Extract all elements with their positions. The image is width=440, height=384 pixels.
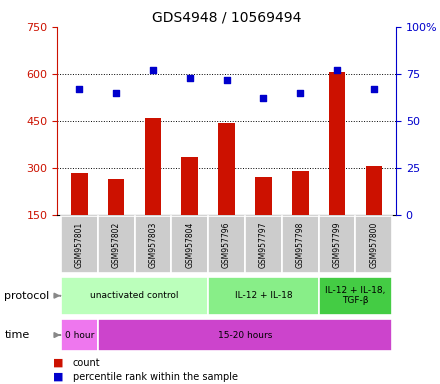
Text: GSM957803: GSM957803 [148,222,158,268]
Text: percentile rank within the sample: percentile rank within the sample [73,372,238,382]
Text: GSM957802: GSM957802 [112,222,121,268]
Bar [329,72,345,215]
Text: ■: ■ [53,372,63,382]
FancyBboxPatch shape [356,216,392,273]
FancyBboxPatch shape [282,216,319,273]
Text: 15-20 hours: 15-20 hours [218,331,272,339]
Point [370,86,378,92]
FancyBboxPatch shape [61,276,208,315]
FancyBboxPatch shape [171,216,208,273]
Bar [292,171,308,215]
FancyBboxPatch shape [208,276,319,315]
Point [334,67,341,73]
FancyBboxPatch shape [135,216,171,273]
Point [260,95,267,101]
Text: GSM957796: GSM957796 [222,222,231,268]
Text: GSM957799: GSM957799 [333,222,341,268]
Text: 0 hour: 0 hour [65,331,94,339]
FancyBboxPatch shape [61,216,98,273]
Text: time: time [4,330,29,340]
Point [223,76,230,83]
Point [186,74,193,81]
FancyBboxPatch shape [319,216,356,273]
Text: IL-12 + IL-18: IL-12 + IL-18 [235,291,292,300]
Title: GDS4948 / 10569494: GDS4948 / 10569494 [152,10,301,24]
FancyBboxPatch shape [208,216,245,273]
FancyBboxPatch shape [319,276,392,315]
Text: GSM957804: GSM957804 [185,222,194,268]
FancyBboxPatch shape [98,319,392,351]
Bar [366,166,382,215]
Text: unactivated control: unactivated control [90,291,179,300]
Text: GSM957801: GSM957801 [75,222,84,268]
Text: ■: ■ [53,358,63,368]
Bar [255,177,272,215]
Text: IL-12 + IL-18,
TGF-β: IL-12 + IL-18, TGF-β [325,286,386,305]
Bar [108,179,125,215]
Text: GSM957800: GSM957800 [370,222,378,268]
Bar [181,157,198,215]
FancyBboxPatch shape [61,319,98,351]
Text: protocol: protocol [4,291,50,301]
Bar [71,173,88,215]
Point [76,86,83,92]
Bar [218,122,235,215]
Point [113,90,120,96]
Point [297,90,304,96]
Text: count: count [73,358,100,368]
FancyBboxPatch shape [245,216,282,273]
FancyBboxPatch shape [98,216,135,273]
Text: GSM957797: GSM957797 [259,222,268,268]
Point [150,67,157,73]
Text: GSM957798: GSM957798 [296,222,305,268]
Bar [145,118,161,215]
